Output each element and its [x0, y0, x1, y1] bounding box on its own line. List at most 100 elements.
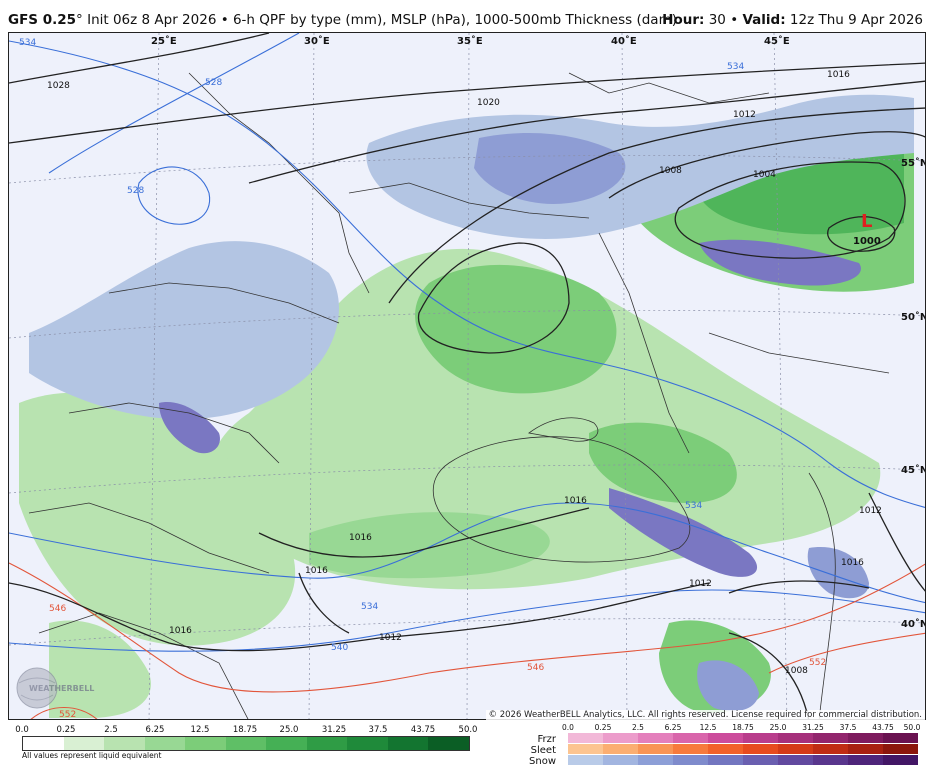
- rain-area-west: [19, 392, 296, 646]
- rain-area-central: [210, 248, 881, 590]
- parallel-55n: [9, 155, 925, 184]
- graticule: [9, 33, 925, 719]
- azov-coast: [528, 417, 599, 442]
- precip-rain: [19, 103, 914, 718]
- rain-area-blacksea: [309, 512, 550, 579]
- qpf-tick: 50.0: [458, 725, 478, 735]
- isobar-1012-south: [9, 582, 710, 652]
- isobar-1016-south: [258, 507, 590, 558]
- qpf-tick: 31.25: [321, 725, 347, 735]
- snow-area-west: [29, 241, 339, 420]
- snow-color-swatch: [638, 755, 673, 765]
- isobar-label: 1016: [349, 533, 372, 543]
- rain-area-northeast-core: [698, 143, 904, 235]
- thickness-534-north: [9, 40, 925, 509]
- isobar-1012: [388, 107, 925, 304]
- snow-color-swatch: [813, 755, 848, 765]
- frzr-color-swatch: [883, 733, 918, 743]
- thickness-contours: [9, 33, 925, 719]
- sleet-color-swatch: [568, 744, 603, 754]
- isobar-label: 1008: [785, 666, 808, 676]
- parallel-40n: [9, 618, 925, 646]
- type-label-sleet: Sleet: [530, 745, 556, 756]
- sleet-color-swatch: [673, 744, 708, 754]
- thickness-label: 528: [127, 186, 144, 196]
- parallel-45n: [9, 464, 925, 494]
- longitude-label: 25˚E: [151, 35, 177, 47]
- black-sea-coast: [432, 436, 691, 563]
- qpf-tick: 0.0: [15, 725, 29, 735]
- sleet-color-swatch: [848, 744, 883, 754]
- low-symbol: L: [861, 211, 872, 232]
- qpf-color-swatch: [306, 737, 348, 750]
- longitude-label: 30˚E: [304, 35, 330, 47]
- qpf-color-swatch: [225, 737, 267, 750]
- frzr-color-swatch: [673, 733, 708, 743]
- precip-type-labels: Frzr Sleet Snow: [528, 734, 556, 767]
- qpf-tick: 12.5: [190, 725, 210, 735]
- snow-colorbar: [568, 755, 918, 765]
- isobar-1020: [9, 62, 925, 144]
- border-line-6: [598, 232, 690, 454]
- latitude-label: 50˚N: [901, 311, 926, 323]
- thickness-label: 552: [59, 710, 76, 720]
- thickness-label: 534: [727, 62, 744, 72]
- rain-area-caucasus: [589, 422, 737, 503]
- longitude-label: 35˚E: [457, 35, 483, 47]
- type-tick: 25.0: [769, 723, 787, 732]
- border-line-8: [38, 612, 249, 719]
- thickness-540: [9, 589, 925, 652]
- logo-globe-lines: [18, 677, 56, 701]
- low-pressure-center: L 1000: [853, 211, 881, 247]
- snow-area-volga: [699, 239, 861, 286]
- type-tick: 50.0: [903, 723, 921, 732]
- frzr-color-swatch: [638, 733, 673, 743]
- snow-color-swatch: [603, 755, 638, 765]
- type-label-frzr: Frzr: [537, 734, 557, 745]
- sleet-color-swatch: [813, 744, 848, 754]
- snow-area-south: [697, 660, 759, 712]
- type-tick: 6.25: [664, 723, 682, 732]
- qpf-tick-row: 0.0 0.25 2.5 6.25 12.5 18.75 25.0 31.25 …: [10, 725, 480, 737]
- thickness-label: 546: [527, 663, 544, 673]
- qpf-color-swatch: [387, 737, 429, 750]
- type-tick: 43.75: [872, 723, 894, 732]
- borders: [28, 72, 890, 719]
- parallel-50n: [9, 310, 925, 339]
- hour-label: Hour:: [662, 12, 705, 28]
- thickness-546: [9, 562, 925, 693]
- valid-label: Valid:: [742, 12, 786, 28]
- isobar-1008-south: [728, 632, 810, 719]
- thickness-label: 552: [809, 658, 826, 668]
- frzr-colorbar: [568, 733, 918, 743]
- type-tick: 0.25: [594, 723, 612, 732]
- isobar-label: 1028: [47, 81, 70, 91]
- sleet-color-swatch: [603, 744, 638, 754]
- snow-area-north-core: [474, 133, 626, 204]
- qpf-tick: 43.75: [410, 725, 436, 735]
- isobar-1016-loop: [417, 242, 570, 354]
- type-tick-row: 0.0 0.25 2.5 6.25 12.5 18.75 25.0 31.25 …: [560, 723, 920, 733]
- snow-color-swatch: [568, 755, 603, 765]
- border-line-1: [188, 72, 370, 294]
- border-line-4: [68, 402, 280, 464]
- degree-sign: °: [76, 12, 83, 28]
- snow-area-carpathian: [159, 402, 220, 454]
- sleet-color-swatch: [708, 744, 743, 754]
- type-tick: 18.75: [732, 723, 754, 732]
- qpf-color-swatch: [428, 737, 470, 750]
- frzr-color-swatch: [778, 733, 813, 743]
- qpf-color-swatch: [63, 737, 105, 750]
- qpf-tick: 37.5: [368, 725, 388, 735]
- longitude-label: 45˚E: [764, 35, 790, 47]
- thickness-label: 546: [49, 604, 66, 614]
- type-tick: 31.25: [802, 723, 824, 732]
- thickness-label: 540: [331, 643, 348, 653]
- sleet-color-swatch: [743, 744, 778, 754]
- isobar-1000: [827, 216, 896, 252]
- isobar-label: 1008: [659, 166, 682, 176]
- sleet-colorbar: [568, 744, 918, 754]
- isobar-label: 1016: [564, 496, 587, 506]
- sleet-color-swatch: [883, 744, 918, 754]
- qpf-color-swatch: [185, 737, 226, 750]
